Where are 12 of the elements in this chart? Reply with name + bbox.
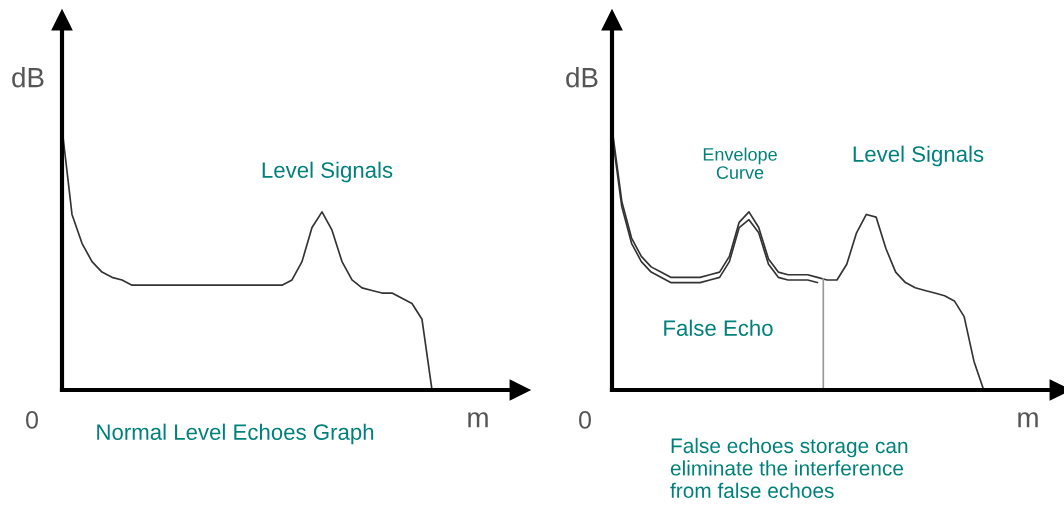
annotation: Level Signals <box>262 161 393 183</box>
annotation: Level Signals <box>853 145 984 167</box>
y-axis-title: dB <box>566 67 598 88</box>
annotation: False Echo <box>664 319 773 336</box>
y-axis-title: dB <box>12 67 44 88</box>
x-axis-title: m <box>468 412 488 428</box>
text: 0 <box>26 411 38 429</box>
annotation: Envelope Curve <box>703 147 777 179</box>
text: Normal Level Echoes Graph <box>97 423 374 445</box>
text: 0 <box>579 411 591 429</box>
x-axis-title: m <box>1018 412 1038 428</box>
text: False echoes storage can eliminate the interference from false echoes <box>670 437 908 499</box>
